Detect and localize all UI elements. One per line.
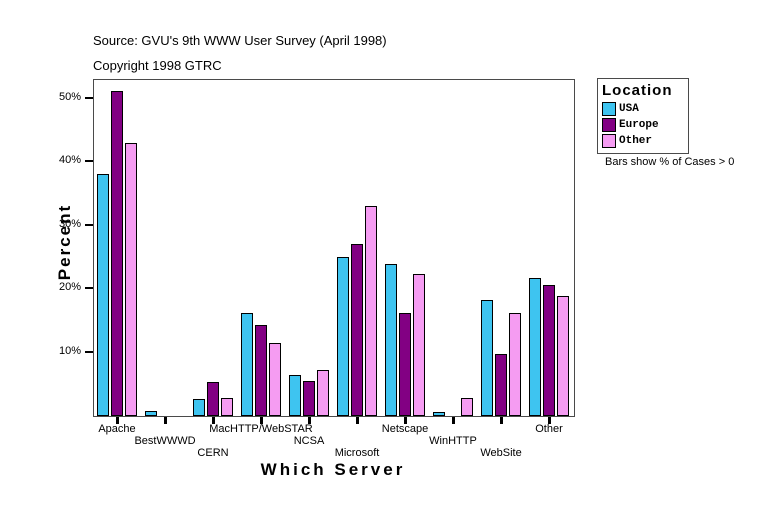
x-tick-label-bestwwwd: BestWWWD — [134, 435, 196, 447]
y-tick-label-30: 30% — [58, 218, 81, 230]
bar-microsoft-other — [365, 206, 377, 416]
y-tick-50 — [85, 97, 93, 99]
y-tick-30 — [85, 224, 93, 226]
bar-apache-usa — [97, 174, 109, 416]
x-axis-title: Which Server — [260, 460, 406, 479]
y-tick-20 — [85, 287, 93, 289]
x-tick-cern — [212, 417, 215, 424]
bar-machttp-webstar-usa — [241, 313, 253, 416]
legend-swatch-europe — [602, 118, 616, 132]
bar-website-europe — [495, 354, 507, 416]
source-caption: Source: GVU's 9th WWW User Survey (April… — [93, 33, 387, 48]
bar-microsoft-europe — [351, 244, 363, 416]
x-tick-netscape — [404, 417, 407, 424]
bar-ncsa-europe — [303, 381, 315, 416]
bar-cern-usa — [193, 399, 205, 416]
x-tick-other — [548, 417, 551, 424]
bar-other-other — [557, 296, 569, 416]
y-tick-label-20: 20% — [58, 281, 81, 293]
legend-label-usa: USA — [619, 103, 639, 115]
legend-swatch-usa — [602, 102, 616, 116]
bar-other-europe — [543, 285, 555, 416]
bar-cern-europe — [207, 382, 219, 416]
y-tick-label-50: 50% — [58, 91, 81, 103]
legend-label-europe: Europe — [619, 119, 659, 131]
copyright-caption: Copyright 1998 GTRC — [93, 58, 222, 73]
legend-swatch-other — [602, 134, 616, 148]
x-tick-bestwwwd — [164, 417, 167, 424]
x-tick-label-microsoft: Microsoft — [334, 447, 380, 459]
bar-other-usa — [529, 278, 541, 416]
bar-netscape-usa — [385, 264, 397, 416]
x-tick-label-other: Other — [535, 423, 563, 435]
legend-title: Location — [602, 82, 673, 99]
y-tick-label-10: 10% — [58, 345, 81, 357]
y-tick-10 — [85, 351, 93, 353]
x-tick-label-cern: CERN — [197, 447, 229, 459]
bar-microsoft-usa — [337, 257, 349, 416]
legend: Location USA Europe Other — [597, 78, 689, 154]
bar-winhttp-other — [461, 398, 473, 416]
legend-item-europe: Europe — [602, 118, 684, 132]
bar-ncsa-usa — [289, 375, 301, 416]
bar-apache-europe — [111, 91, 123, 416]
x-tick-apache — [116, 417, 119, 424]
bar-website-other — [509, 313, 521, 416]
plot-area — [93, 79, 575, 417]
y-tick-40 — [85, 160, 93, 162]
x-tick-label-website: WebSite — [480, 447, 522, 459]
legend-label-other: Other — [619, 135, 653, 147]
bar-cern-other — [221, 398, 233, 416]
x-tick-label-machttp-webstar: MacHTTP/WebSTAR — [209, 423, 313, 435]
legend-items: USA Europe Other — [602, 102, 684, 148]
bar-machttp-webstar-other — [269, 343, 281, 416]
bar-netscape-europe — [399, 313, 411, 416]
footnote: Bars show % of Cases > 0 — [605, 156, 735, 168]
legend-item-other: Other — [602, 134, 684, 148]
y-tick-label-40: 40% — [58, 154, 81, 166]
y-axis-title: Percent — [55, 203, 74, 281]
x-tick-label-ncsa: NCSA — [293, 435, 325, 447]
bar-ncsa-other — [317, 370, 329, 416]
bar-website-usa — [481, 300, 493, 416]
bar-machttp-webstar-europe — [255, 325, 267, 416]
bar-winhttp-usa — [433, 412, 445, 416]
x-tick-winhttp — [452, 417, 455, 424]
x-tick-label-netscape: Netscape — [381, 423, 429, 435]
bar-netscape-other — [413, 274, 425, 416]
bar-bestwwwd-usa — [145, 411, 157, 416]
legend-item-usa: USA — [602, 102, 684, 116]
x-tick-label-apache: Apache — [98, 423, 136, 435]
bar-apache-other — [125, 143, 137, 416]
x-tick-ncsa — [308, 417, 311, 424]
x-tick-label-winhttp: WinHTTP — [429, 435, 477, 447]
x-tick-microsoft — [356, 417, 359, 424]
x-tick-machttp-webstar — [260, 417, 263, 424]
x-tick-website — [500, 417, 503, 424]
